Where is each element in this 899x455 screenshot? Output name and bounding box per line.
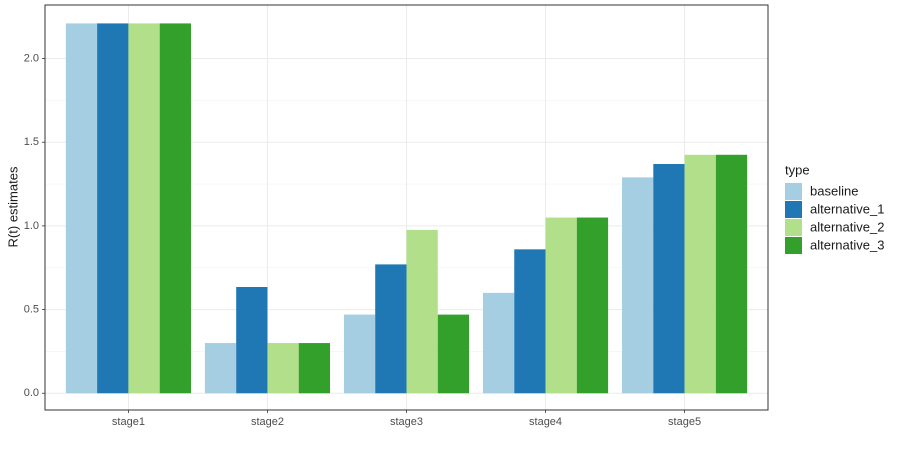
- bar: [545, 217, 577, 394]
- legend-key: [785, 201, 802, 218]
- bar: [406, 229, 438, 394]
- bar: [267, 343, 299, 394]
- y-axis-title: R(t) estimates: [5, 166, 20, 247]
- x-tick-label: stage5: [668, 416, 701, 428]
- x-tick-label: stage4: [529, 416, 562, 428]
- legend-label: baseline: [810, 183, 858, 198]
- bar: [159, 23, 191, 394]
- bar: [576, 217, 609, 394]
- bar: [343, 314, 376, 394]
- bar: [715, 154, 748, 394]
- y-tick-label: 2.0: [24, 52, 39, 64]
- x-tick-label: stage1: [112, 416, 145, 428]
- x-tick-label: stage2: [251, 416, 284, 428]
- panel-border: [44, 4, 769, 411]
- bar: [236, 286, 268, 394]
- bar: [622, 177, 654, 394]
- bar: [653, 163, 685, 394]
- legend-label: alternative_3: [810, 237, 884, 252]
- bar: [128, 23, 160, 394]
- bar: [482, 292, 515, 394]
- bar: [97, 23, 129, 394]
- bar: [204, 343, 237, 394]
- legend-key: [785, 219, 802, 236]
- bar: [437, 314, 470, 394]
- legend-label: alternative_1: [810, 201, 884, 216]
- bar: [298, 343, 331, 394]
- legend-key: [785, 183, 802, 200]
- y-tick-label: 1.0: [24, 220, 39, 232]
- bar: [375, 264, 407, 394]
- bar: [684, 154, 716, 394]
- y-tick-label: 1.5: [24, 136, 39, 148]
- bar: [514, 249, 546, 394]
- bar: [65, 23, 98, 394]
- y-tick-label: 0.0: [24, 387, 39, 399]
- legend-title: type: [785, 162, 810, 177]
- legend-label: alternative_2: [810, 219, 884, 234]
- y-tick-label: 0.5: [24, 303, 39, 315]
- legend-key: [785, 237, 802, 254]
- x-tick-label: stage3: [390, 416, 423, 428]
